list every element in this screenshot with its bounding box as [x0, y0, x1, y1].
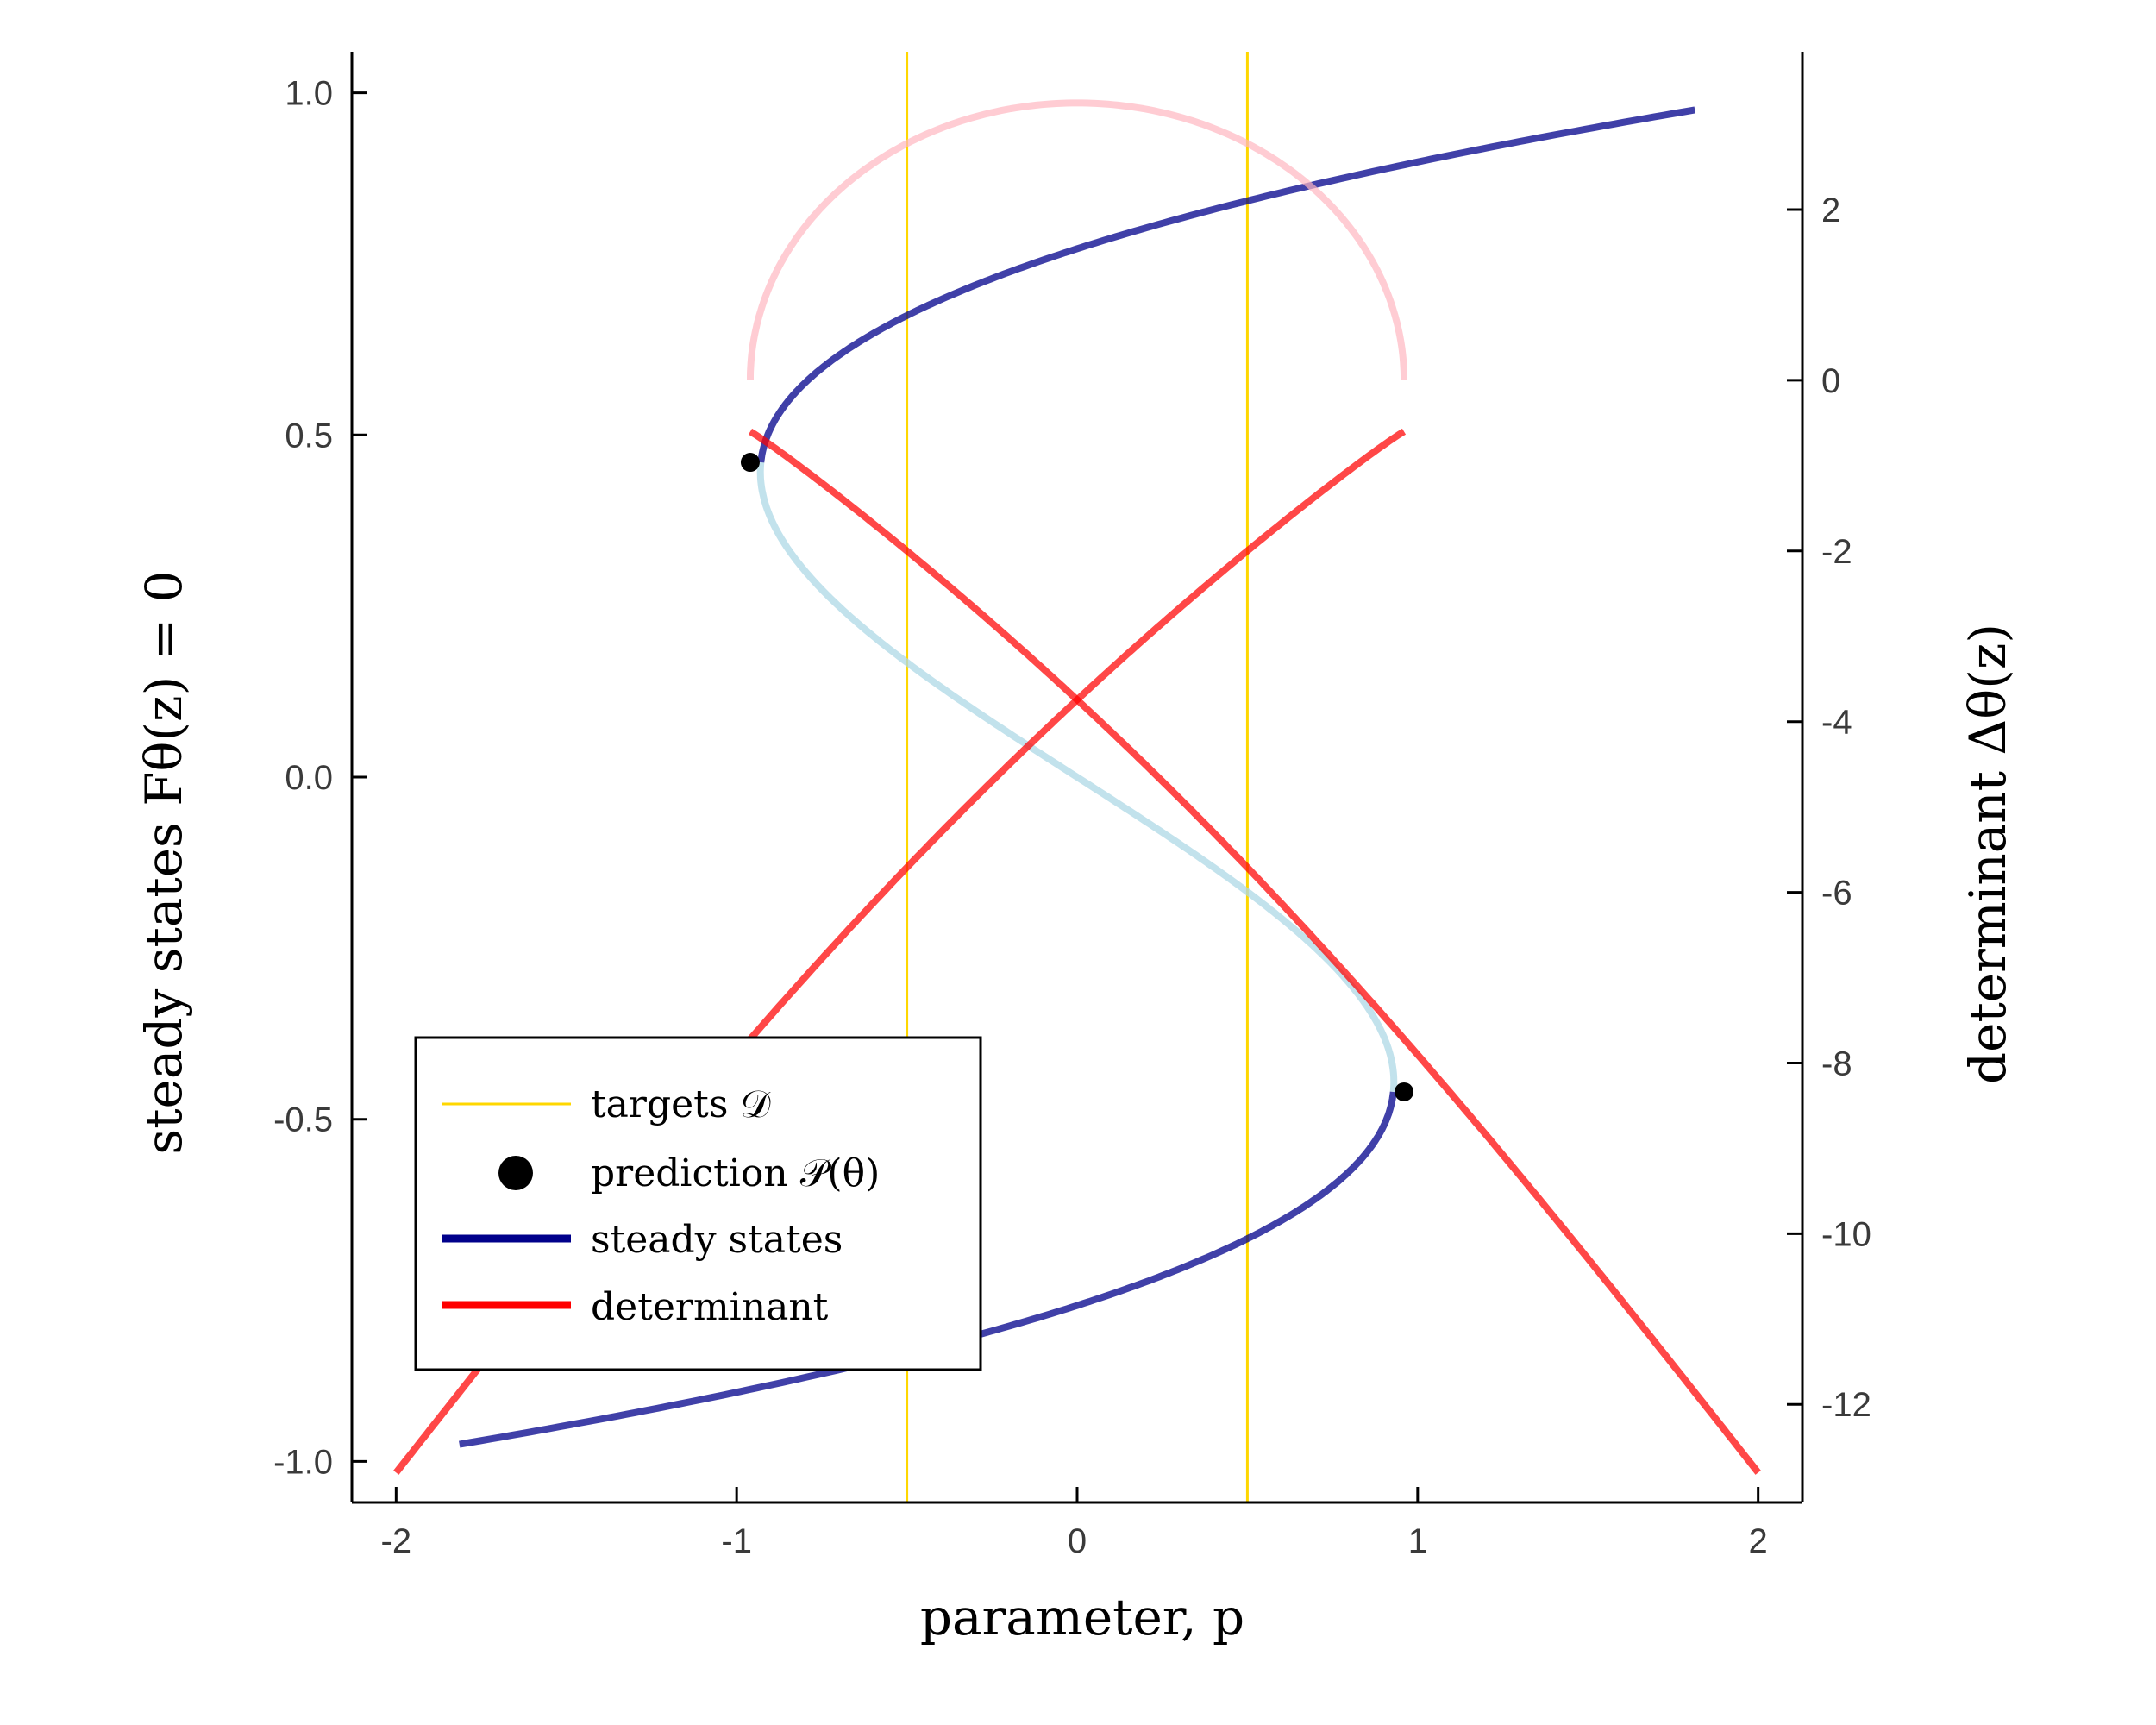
determinant-branch-left-to-right	[748, 428, 1761, 1475]
y-left-tick-label-2: 0.0	[285, 759, 333, 797]
legend-label-steady-states: steady states	[591, 1218, 843, 1262]
x-tick-label-4: 2	[1749, 1522, 1768, 1560]
y-right-tick-label-3: -4	[1821, 704, 1852, 742]
x-tick-label-0: -2	[381, 1522, 412, 1560]
y-left-tick-label-4: -1.0	[273, 1443, 333, 1481]
y-right-tick-label-4: -6	[1821, 875, 1852, 913]
legend-label-determinant: determinant	[591, 1285, 829, 1329]
legend-label-targets: targets 𝒟	[591, 1082, 771, 1126]
prediction-point-2	[1395, 1082, 1414, 1101]
plot-area	[393, 52, 1761, 1502]
y-left-tick-label-3: -0.5	[273, 1101, 333, 1139]
x-tick-label-1: -1	[721, 1522, 752, 1560]
y-axis-left-label: steady states Fθ(z) = 0	[135, 570, 193, 1154]
axes: -2 -1 0 1 21.00.50.0-0.5-1.020-2-4-6-8-10-12	[273, 52, 1871, 1560]
x-axis-label: parameter, p	[920, 1588, 1244, 1647]
legend-label-prediction: prediction 𝒫(θ)	[591, 1151, 880, 1195]
steady-states-unstable-branch	[756, 461, 1398, 1093]
y-right-tick-label-2: -2	[1821, 533, 1852, 571]
y-right-tick-label-7: -12	[1821, 1386, 1871, 1424]
y-right-tick-label-5: -8	[1821, 1044, 1852, 1082]
steady-states-lower-branch	[459, 1090, 1397, 1448]
prediction-point-1	[740, 453, 760, 473]
axis-labels: parameter, p steady states Fθ(z) = 0 det…	[135, 570, 2017, 1647]
y-left-tick-label-1: 0.5	[285, 417, 333, 455]
y-axis-right-label: determinant Δθ(z)	[1959, 624, 2017, 1084]
legend-box	[414, 1036, 982, 1371]
x-tick-label-3: 1	[1408, 1522, 1427, 1560]
legend-swatch-prediction	[498, 1156, 533, 1190]
y-right-tick-label-1: 0	[1821, 362, 1840, 400]
y-right-tick-label-6: -10	[1821, 1215, 1871, 1253]
x-tick-label-2: 0	[1068, 1522, 1087, 1560]
y-right-tick-label-0: 2	[1821, 191, 1840, 229]
determinant-faded-arc	[747, 99, 1407, 380]
steady-states-upper-branch	[757, 106, 1695, 464]
y-left-tick-label-0: 1.0	[285, 75, 333, 113]
legend: targets 𝒟 prediction 𝒫(θ) steady states …	[414, 1036, 982, 1371]
